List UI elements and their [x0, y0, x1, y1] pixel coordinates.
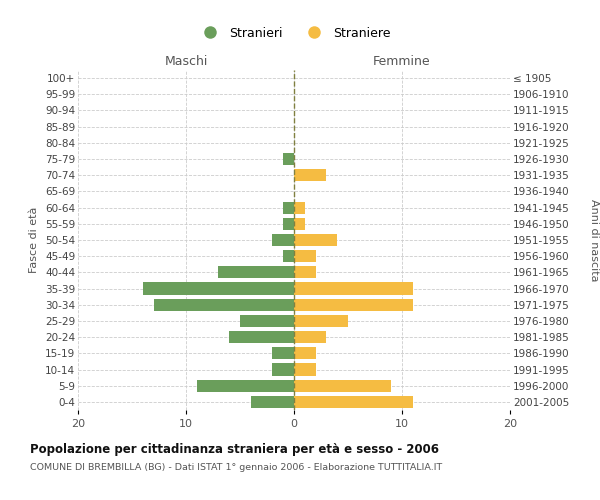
Bar — [229, 331, 294, 343]
Bar — [294, 331, 326, 343]
Text: Popolazione per cittadinanza straniera per età e sesso - 2006: Popolazione per cittadinanza straniera p… — [30, 442, 439, 456]
Bar — [294, 218, 305, 230]
Bar — [283, 202, 294, 213]
Bar — [272, 348, 294, 360]
Y-axis label: Anni di nascita: Anni di nascita — [589, 198, 599, 281]
Bar — [294, 266, 316, 278]
Bar — [294, 315, 348, 327]
Bar — [283, 153, 294, 165]
Bar — [294, 282, 413, 294]
Bar — [294, 380, 391, 392]
Bar — [294, 396, 413, 408]
Bar — [143, 282, 294, 294]
Bar — [294, 202, 305, 213]
Bar — [283, 250, 294, 262]
Text: Maschi: Maschi — [164, 54, 208, 68]
Bar — [154, 298, 294, 311]
Bar — [294, 364, 316, 376]
Bar — [272, 234, 294, 246]
Bar — [218, 266, 294, 278]
Text: Femmine: Femmine — [373, 54, 431, 68]
Bar — [251, 396, 294, 408]
Bar — [294, 169, 326, 181]
Bar — [294, 250, 316, 262]
Legend: Stranieri, Straniere: Stranieri, Straniere — [193, 22, 395, 45]
Bar — [294, 234, 337, 246]
Text: COMUNE DI BREMBILLA (BG) - Dati ISTAT 1° gennaio 2006 - Elaborazione TUTTITALIA.: COMUNE DI BREMBILLA (BG) - Dati ISTAT 1°… — [30, 462, 442, 471]
Bar — [272, 364, 294, 376]
Bar — [294, 298, 413, 311]
Bar — [197, 380, 294, 392]
Bar — [240, 315, 294, 327]
Bar — [283, 218, 294, 230]
Y-axis label: Fasce di età: Fasce di età — [29, 207, 40, 273]
Bar — [294, 348, 316, 360]
